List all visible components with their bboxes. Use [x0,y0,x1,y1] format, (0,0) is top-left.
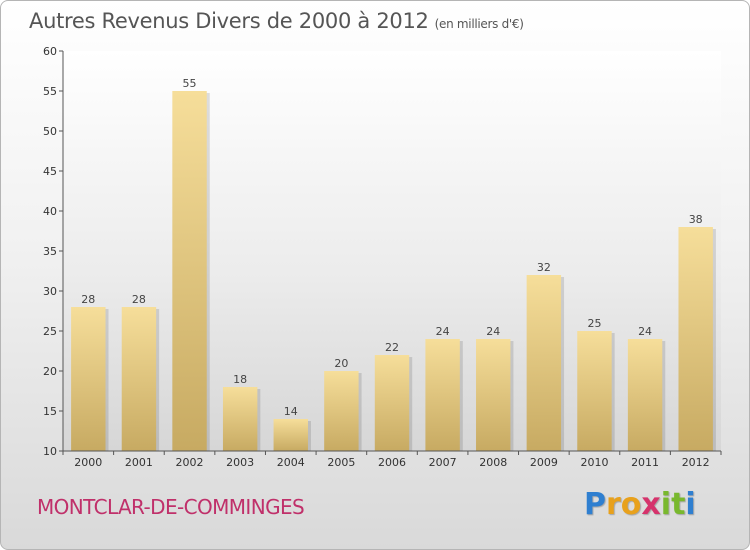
logo-letter: t [671,487,686,522]
x-tick-label: 2000 [74,456,102,469]
y-tick-label: 20 [43,365,57,378]
bar-2011 [627,339,663,451]
bar-value-label: 55 [183,77,197,90]
bar-value-label: 14 [284,405,298,418]
x-tick-label: 2002 [176,456,204,469]
bar-2012 [678,227,713,451]
y-tick-label: 10 [43,445,57,458]
bars-group: 28 28 55 18 14 20 22 24 24 32 25 24 38 [71,77,716,451]
bar-2005 [324,371,359,451]
bar-value-label: 25 [587,317,601,330]
bar-value-label: 24 [436,325,450,338]
y-tick-label: 25 [43,325,57,338]
bar-value-label: 38 [689,213,703,226]
logo-letter: i [660,487,672,522]
logo-letter: x [641,487,661,522]
chart-unit: (en milliers d'€) [434,17,524,31]
y-tick-label: 50 [43,125,57,138]
y-axis: 10 15 20 25 30 35 40 45 50 55 60 [43,45,64,458]
bar-2008 [476,339,511,451]
bar-2009 [526,275,562,451]
logo-letter: P [584,487,606,522]
bar-value-label: 28 [81,293,95,306]
x-tick-label: 2001 [125,456,153,469]
y-tick-label: 55 [43,85,57,98]
bar-value-label: 28 [132,293,146,306]
x-tick-label: 2010 [580,456,608,469]
y-tick-label: 30 [43,285,57,298]
bar-2004 [273,419,308,451]
bar-value-label: 24 [638,325,652,338]
bar-2010 [577,331,612,451]
bar-value-label: 22 [385,341,399,354]
y-tick-label: 45 [43,165,57,178]
chart-title: Autres Revenus Divers de 2000 à 2012 (en … [29,9,524,33]
bar-2002 [172,91,207,451]
x-tick-label: 2011 [631,456,659,469]
bar-value-label: 20 [334,357,348,370]
x-tick-label: 2006 [378,456,406,469]
y-tick-label: 60 [43,45,57,58]
logo-letter: o [620,487,642,522]
chart-title-text: Autres Revenus Divers de 2000 à 2012 [29,9,429,33]
bar-2006 [374,355,410,451]
x-tick-label: 2007 [429,456,457,469]
x-tick-label: 2008 [479,456,507,469]
y-tick-label: 15 [43,405,57,418]
bar-2000 [71,307,106,451]
x-tick-label: 2005 [327,456,355,469]
logo-letter: r [606,487,621,522]
x-tick-label: 2012 [682,456,710,469]
x-tick-label: 2009 [530,456,558,469]
bar-2003 [222,387,258,451]
x-tick-label: 2004 [277,456,305,469]
bar-value-label: 32 [537,261,551,274]
x-tick-label: 2003 [226,456,254,469]
y-tick-label: 35 [43,245,57,258]
y-tick-label: 40 [43,205,57,218]
bar-value-label: 24 [486,325,500,338]
bar-2007 [425,339,460,451]
bar-2001 [121,307,157,451]
proxiti-logo: Proxiti [584,487,696,522]
logo-letter: i [685,487,696,522]
x-axis: 2000 2001 2002 2003 2004 2005 2006 2007 2008 2009… [62,450,722,469]
bar-value-label: 18 [233,373,247,386]
commune-name: MONTCLAR-DE-COMMINGES [37,495,305,519]
